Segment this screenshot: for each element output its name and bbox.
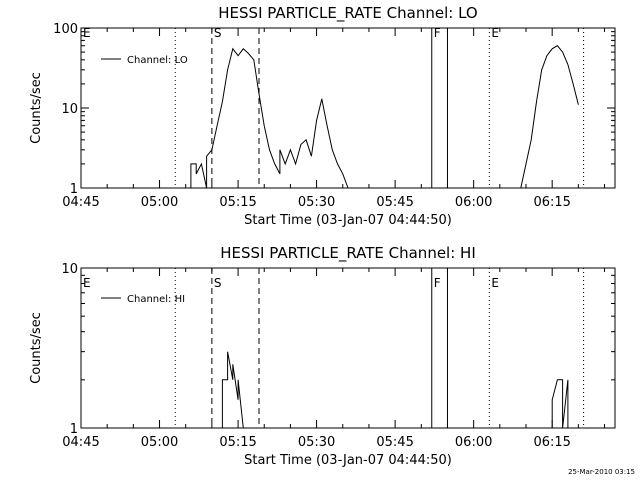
chart-legend: Channel: HI [101,294,185,305]
x-tick-label: 04:45 [62,435,99,450]
chart-legend: Channel: LO [101,55,188,66]
event-marker-label: E [491,276,499,290]
x-tick-label: 05:00 [141,435,178,450]
event-marker-label: E [83,26,91,40]
render-timestamp: 25-Mar-2010 03:15 [568,468,635,476]
x-tick-label: 05:15 [219,435,256,450]
x-tick-label: 05:45 [376,195,413,210]
lo-channel-panel: HESSI PARTICLE_RATE Channel: LO 04:45 05:0… [29,4,616,228]
x-tick-label: 04:45 [62,195,99,210]
series-line [221,351,244,429]
x-tick-label: 05:00 [141,195,178,210]
x-tick-label: 05:30 [298,195,335,210]
x-tick-label: 06:00 [455,195,492,210]
event-marker-label: S [214,276,222,290]
legend-entry: Channel: HI [127,294,185,305]
y-tick-label: 10 [61,262,78,277]
x-axis-label: Start Time (03-Jan-07 04:44:50) [244,213,452,228]
x-tick-label: 05:15 [219,195,256,210]
y-tick-label: 10 [61,102,78,117]
chart-title: HESSI PARTICLE_RATE Channel: LO [218,4,477,23]
plot-frame [80,267,616,429]
event-marker-label: F [434,26,441,40]
event-marker-label: E [83,276,91,290]
x-tick-label: 06:15 [533,195,570,210]
event-marker-label: F [434,276,441,290]
series-line [190,47,349,189]
x-tick-label: 06:00 [455,435,492,450]
series-line [551,379,569,429]
y-tick-label: 1 [70,182,78,197]
hi-channel-panel: HESSI PARTICLE_RATE Channel: HI 04:45 05:0… [29,244,616,468]
y-tick-label: 100 [53,22,78,37]
x-tick-label: 05:45 [376,435,413,450]
y-tick-label: 1 [70,422,78,437]
x-tick-label: 05:30 [298,435,335,450]
chart-title: HESSI PARTICLE_RATE Channel: HI [220,244,476,263]
y-axis-label: Counts/sec [29,312,44,384]
legend-entry: Channel: LO [127,55,188,66]
y-axis-label: Counts/sec [29,72,44,144]
event-marker-label: E [491,26,499,40]
event-marker-label: S [214,26,222,40]
series-line [520,45,579,189]
x-tick-label: 06:15 [533,435,570,450]
x-axis-label: Start Time (03-Jan-07 04:44:50) [244,453,452,468]
plot-frame [80,27,616,189]
